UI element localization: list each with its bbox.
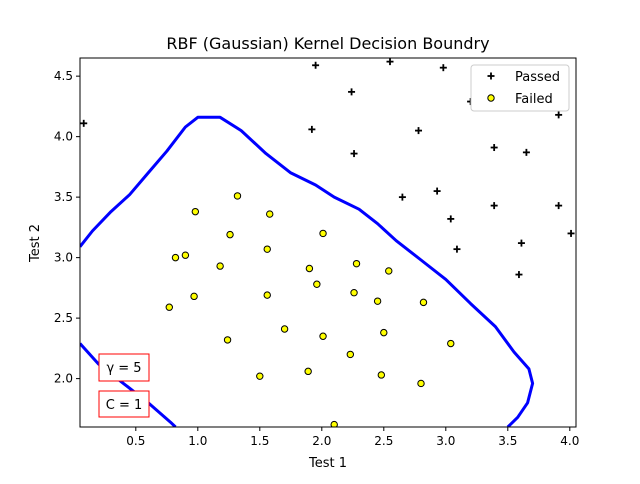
y-tick-label: 4.0: [54, 130, 73, 144]
failed-point: [216, 262, 224, 270]
failed-point: [419, 298, 428, 307]
failed-point: [226, 230, 234, 239]
failed-point: [377, 371, 386, 379]
gamma-annotation: γ = 5: [98, 353, 150, 382]
x-axis-ticks: 0.5 1.0 1.5 2.0 2.5 3.0 3.5 4.0: [126, 427, 579, 448]
passed-point: [522, 148, 530, 156]
c-annotation: C = 1: [98, 390, 150, 418]
failed-point: [181, 251, 190, 259]
failed-point: [280, 325, 289, 333]
x-tick-label: 1.0: [188, 434, 207, 448]
chart-title: RBF (Gaussian) Kernel Decision Boundry: [166, 34, 489, 53]
failed-point: [190, 292, 198, 301]
legend-box: [470, 64, 570, 112]
passed-point: [567, 229, 575, 237]
legend: Passed Failed: [470, 64, 570, 112]
passed-point: [517, 239, 525, 247]
legend-passed-marker: [487, 72, 495, 80]
passed-point: [433, 187, 441, 195]
y-tick-label: 3.0: [54, 251, 73, 265]
failed-point: [191, 207, 200, 216]
failed-point: [165, 303, 173, 311]
legend-label-passed: Passed: [515, 70, 560, 85]
failed-point: [352, 259, 361, 268]
x-tick-label: 1.5: [250, 434, 269, 448]
x-tick-label: 4.0: [560, 434, 579, 448]
legend-passed-symbol: [487, 72, 495, 80]
y-axis-ticks: 2.0 2.5 3.0 3.5 4.0 4.5: [54, 69, 80, 386]
failed-point: [417, 379, 425, 388]
x-tick-label: 3.0: [436, 434, 455, 448]
gamma-annotation-text: γ = 5: [106, 361, 141, 376]
passed-point: [350, 150, 358, 158]
y-tick-label: 3.5: [54, 190, 73, 204]
passed-point: [308, 125, 316, 133]
failed-point: [263, 291, 271, 299]
plot-area-frame: [79, 57, 577, 428]
legend-label-failed: Failed: [515, 92, 553, 107]
failed-point: [304, 367, 312, 376]
passed-point: [398, 193, 406, 201]
passed-point: [348, 88, 356, 96]
x-tick-label: 0.5: [126, 434, 145, 448]
passed-point: [312, 61, 320, 69]
passed-point: [415, 127, 423, 135]
passed-point: [555, 111, 563, 119]
failed-point: [319, 332, 327, 340]
failed-point: [330, 420, 338, 427]
failed-point: [385, 267, 393, 275]
passed-point: [386, 58, 394, 66]
legend-failed-marker: [487, 94, 495, 102]
passed-point: [80, 119, 88, 127]
failed-point: [313, 280, 321, 288]
x-tick-label: 2.5: [374, 434, 393, 448]
passed-point: [555, 202, 563, 210]
c-annotation-box: [98, 390, 150, 418]
failed-point: [447, 339, 455, 348]
failed-point: [346, 350, 355, 359]
passed-point: [439, 64, 447, 72]
passed-point: [453, 245, 461, 253]
failed-point: [350, 289, 358, 297]
failed-point: [305, 264, 314, 273]
passed-point: [447, 215, 455, 223]
y-tick-label: 2.0: [54, 372, 73, 386]
passed-point: [490, 144, 498, 152]
x-axis-label: Test 1: [308, 456, 347, 471]
failed-point: [263, 245, 271, 253]
c-annotation-text: C = 1: [106, 398, 143, 413]
legend-failed-symbol: [487, 94, 495, 102]
failed-point: [233, 192, 242, 200]
x-tick-label: 3.5: [498, 434, 517, 448]
gamma-annotation-box: [98, 353, 150, 382]
failed-point: [171, 253, 180, 262]
y-tick-label: 4.5: [54, 69, 73, 83]
passed-point: [490, 202, 498, 210]
failed-point: [256, 372, 264, 380]
y-tick-label: 2.5: [54, 311, 73, 325]
data-points: [80, 58, 575, 427]
failed-point: [223, 336, 232, 344]
failed-point: [380, 328, 388, 337]
y-axis-label: Test 2: [28, 224, 43, 263]
passed-point: [515, 271, 523, 279]
failed-point: [319, 229, 327, 238]
x-tick-label: 2.0: [312, 434, 331, 448]
boundary-upper-line: [80, 115, 535, 427]
failed-point: [266, 210, 274, 218]
failed-point: [373, 297, 382, 305]
